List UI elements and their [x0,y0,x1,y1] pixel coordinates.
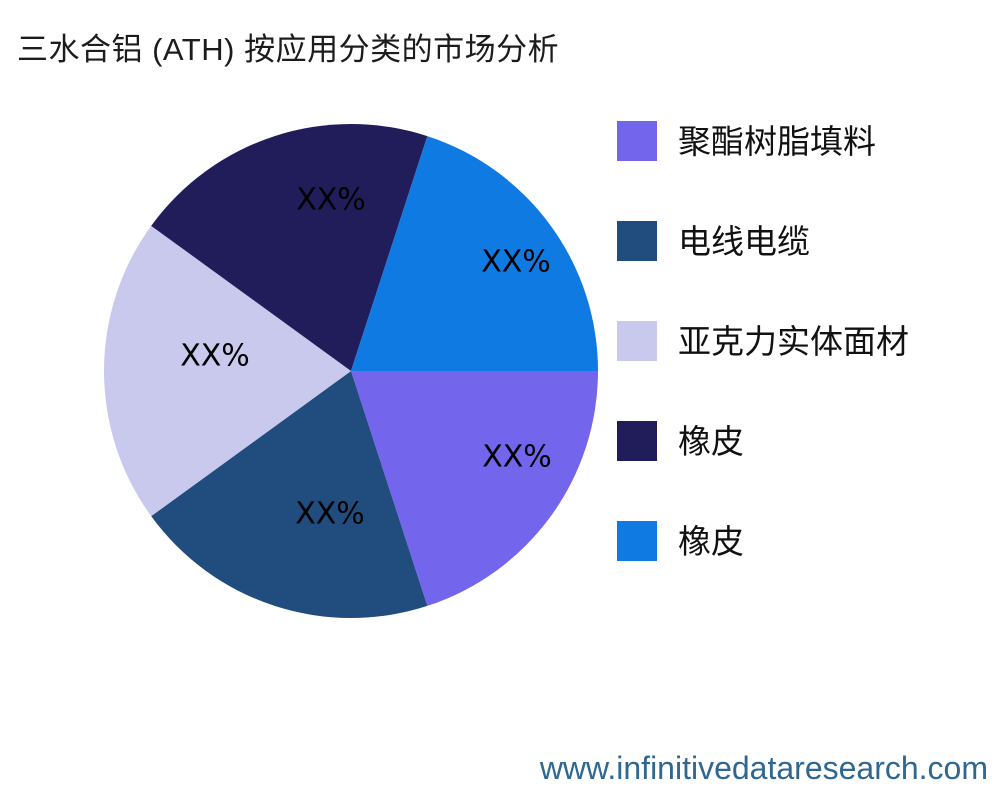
legend-item: 亚克力实体面材 [617,321,909,361]
slice-percentage-label: XX% [180,339,250,374]
pie-slice [151,124,428,371]
legend-swatch [617,121,657,161]
watermark: www.infinitivedataresearch.com [539,750,988,786]
legend: 聚酯树脂填料 电线电缆 亚克力实体面材 橡皮 橡皮 [617,121,909,561]
slice-percentage-label: XX% [482,440,552,475]
pie-slice [104,225,351,517]
pie-chart: XX% XX% XX% XX% XX% [104,124,598,618]
legend-item: 橡皮 [617,421,909,461]
legend-label: 橡皮 [678,422,744,460]
legend-label: 亚克力实体面材 [678,322,909,360]
slice-percentage-label: XX% [295,497,365,532]
legend-label: 橡皮 [678,522,744,560]
legend-swatch [617,421,657,461]
pie-slice [351,371,598,606]
pie-slice [151,371,428,618]
legend-label: 电线电缆 [678,222,810,260]
pie-slice [351,136,598,371]
legend-swatch [617,521,657,561]
chart-title: 三水合铝 (ATH) 按应用分类的市场分析 [17,32,560,67]
slice-percentage-label: XX% [481,245,551,280]
legend-swatch [617,321,657,361]
legend-item: 橡皮 [617,521,909,561]
legend-item: 电线电缆 [617,221,909,261]
legend-swatch [617,221,657,261]
legend-label: 聚酯树脂填料 [678,122,876,160]
legend-item: 聚酯树脂填料 [617,121,909,161]
slice-percentage-label: XX% [296,183,366,218]
